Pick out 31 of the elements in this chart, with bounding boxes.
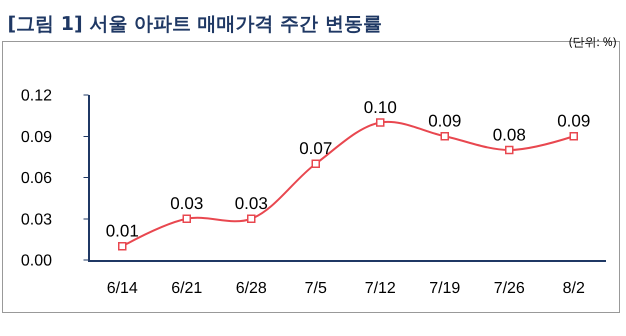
- point: [505, 146, 514, 154]
- x-tick-label: 6/28: [236, 280, 267, 297]
- y-tick-label: 0.12: [20, 88, 52, 105]
- x-tick-label: 7/26: [494, 280, 525, 297]
- text: (단위: %): [569, 33, 617, 50]
- x-tick-label: 7/5: [304, 280, 327, 297]
- point: [570, 132, 578, 140]
- text: 0.09: [557, 112, 590, 131]
- y-tick-label: 0.00: [20, 252, 52, 270]
- text: 0.03: [234, 194, 268, 214]
- text: 0.01: [106, 222, 139, 241]
- point: [247, 214, 256, 223]
- text: 0.07: [299, 139, 332, 158]
- text: 0.08: [492, 125, 526, 144]
- point: [376, 118, 384, 127]
- point: [182, 214, 191, 223]
- x-tick-label: 7/12: [364, 280, 396, 297]
- text: 0.03: [170, 194, 204, 214]
- x-tick-label: 6/21: [171, 280, 202, 297]
- y-tick-label: 0.03: [20, 211, 52, 228]
- point: [312, 160, 320, 168]
- chart-title: [그림 1] 서울 아파트 매매가격 주간 변동률: [8, 13, 382, 36]
- y-tick-label: 0.06: [20, 170, 52, 188]
- x-tick-label: 8/2: [562, 280, 585, 297]
- text: 0.10: [364, 98, 397, 117]
- point: [440, 132, 449, 140]
- x-tick-label: 6/14: [106, 280, 138, 297]
- y-tick-label: 0.09: [20, 128, 52, 146]
- point: [118, 242, 126, 250]
- text: 0.09: [428, 112, 462, 131]
- x-tick-label: 7/19: [429, 280, 460, 297]
